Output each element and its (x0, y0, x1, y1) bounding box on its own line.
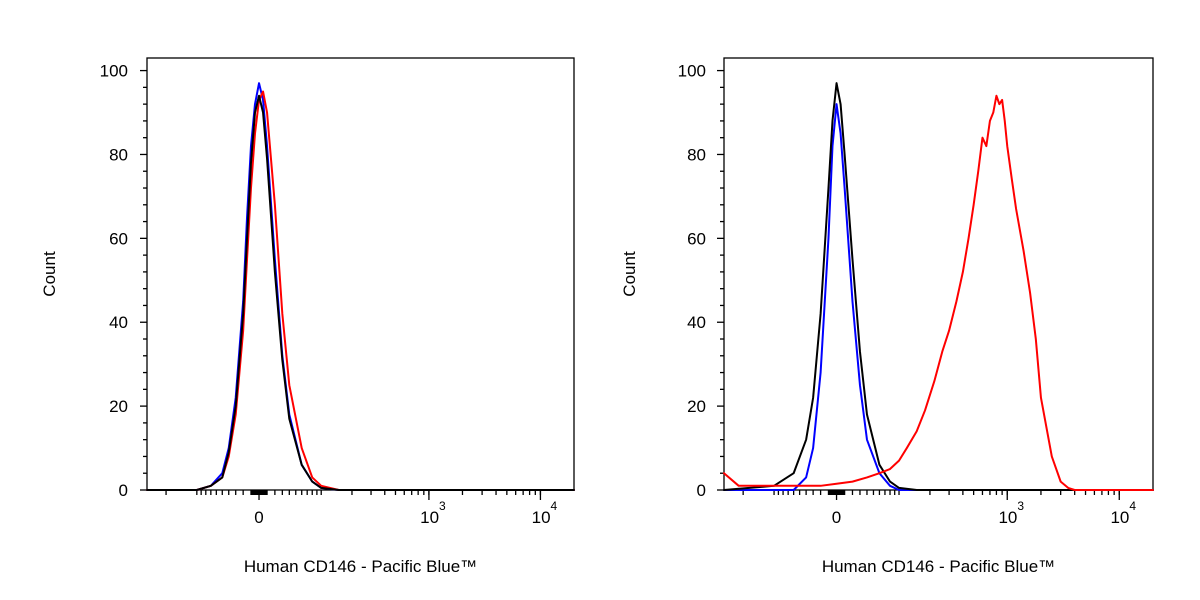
x-tick-exponent: 4 (551, 499, 558, 513)
histogram-trace (723, 82, 1154, 491)
y-tick-label: 60 (687, 229, 706, 248)
y-tick-label: 80 (687, 145, 706, 164)
histogram-left: 0 20 40 60 80 100 Count 0 103 104 Human CD146 - Pa… (40, 57, 575, 576)
x-axis: 0 103 104 (165, 490, 558, 527)
y-axis: 0 20 40 60 80 100 (678, 62, 724, 500)
y-axis-title: Count (620, 251, 639, 297)
y-tick-label: 80 (109, 145, 128, 164)
x-axis-title: Human CD146 - Pacific Blue™ (822, 557, 1055, 576)
y-tick-label: 100 (100, 62, 128, 81)
x-tick-exponent: 3 (439, 499, 446, 513)
x-tick-label: 104 (1110, 499, 1136, 527)
y-tick-label: 0 (697, 481, 706, 500)
x-axis-title: Human CD146 - Pacific Blue™ (244, 557, 477, 576)
x-tick-label: 104 (532, 499, 558, 527)
histogram-trace (146, 90, 575, 491)
y-tick-label: 20 (109, 397, 128, 416)
y-axis: 0 20 40 60 80 100 (100, 62, 147, 500)
plot-frame (723, 57, 1154, 491)
x-tick-label: 103 (998, 499, 1024, 527)
x-tick-label: 0 (832, 508, 841, 527)
y-tick-label: 60 (109, 229, 128, 248)
x-tick-exponent: 3 (1017, 499, 1024, 513)
y-tick-label: 40 (687, 313, 706, 332)
y-tick-label: 40 (109, 313, 128, 332)
x-axis: 0 103 104 (742, 490, 1136, 527)
series-group (146, 82, 575, 491)
y-axis-title: Count (40, 251, 59, 297)
y-tick-label: 0 (119, 481, 128, 500)
y-tick-label: 20 (687, 397, 706, 416)
histogram-trace (146, 82, 575, 491)
x-tick-label: 0 (254, 508, 263, 527)
histogram-right: 0 20 40 60 80 100 Count 0 103 104 Human CD146 - Pa… (620, 57, 1154, 576)
plot-frame (146, 57, 575, 491)
x-tick-exponent: 4 (1129, 499, 1136, 513)
x-tick-label: 103 (420, 499, 446, 527)
y-tick-label: 100 (678, 62, 706, 81)
histogram-trace (723, 94, 1154, 491)
histogram-trace (723, 103, 1154, 491)
histogram-trace (146, 94, 575, 491)
series-group (723, 82, 1154, 491)
